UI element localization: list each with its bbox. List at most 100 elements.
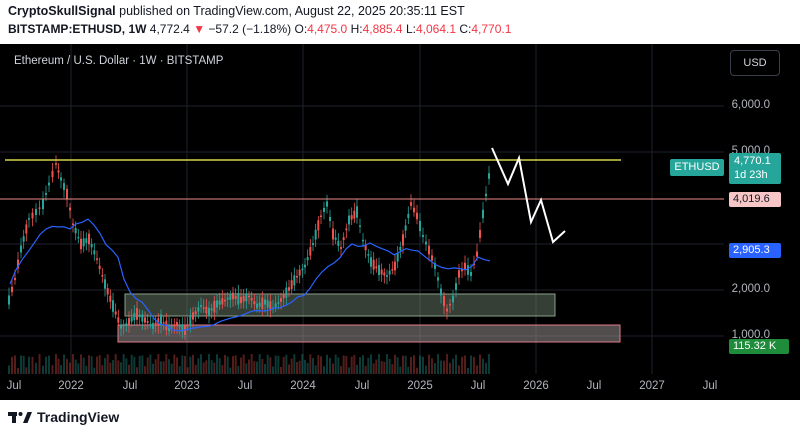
volume-bar <box>332 363 334 374</box>
volume-bar <box>399 366 402 374</box>
price-tick: 1,000.0 <box>731 329 770 341</box>
volume-bar <box>396 357 399 374</box>
published-text: published on TradingView.com, August 22,… <box>115 4 465 18</box>
volume-bar <box>342 355 345 374</box>
candle-body <box>359 225 361 227</box>
time-axis[interactable]: Jul 2022 Jul 2023 Jul 2024 Jul 2025 Jul … <box>0 374 800 400</box>
candle-body <box>120 325 122 329</box>
candle-body <box>428 245 430 255</box>
volume-bar <box>165 354 168 374</box>
down-arrow-icon: ▼ <box>193 22 206 36</box>
volume-bar <box>372 363 375 374</box>
candle-body <box>364 244 367 251</box>
candle-body <box>269 301 272 311</box>
volume-bar <box>253 361 256 374</box>
candle-body <box>176 322 178 326</box>
volume-bar <box>42 365 44 374</box>
volume-bar <box>218 358 221 374</box>
volume-bar <box>57 358 60 374</box>
volume-badge: 115.32 K <box>729 339 789 354</box>
volume-bar <box>192 354 194 374</box>
volume-bar <box>258 354 261 374</box>
candle-body <box>72 223 74 226</box>
volume-bar <box>326 354 328 374</box>
candle-body <box>342 237 345 241</box>
lower-support-zone[interactable] <box>117 324 621 343</box>
candle-body <box>340 247 342 249</box>
chart-panel[interactable]: Ethereum / U.S. Dollar · 1W · BITSTAMP U… <box>0 44 800 400</box>
volume-bar <box>340 366 342 374</box>
candle-body <box>154 322 157 326</box>
candle-body <box>218 300 221 305</box>
symbol-name: BITSTAMP:ETHUSD, 1W <box>8 22 147 36</box>
volume-bar <box>112 360 114 374</box>
candle-body <box>205 306 208 314</box>
volume-bar <box>141 355 144 374</box>
candle-body <box>443 295 445 307</box>
volume-bar <box>455 354 457 374</box>
candle-body <box>229 294 232 300</box>
time-tick: 2022 <box>58 380 84 392</box>
candle-body <box>221 298 224 305</box>
volume-bar <box>226 356 229 374</box>
time-tick: Jul <box>354 380 370 392</box>
volume-bar <box>69 362 71 374</box>
volume-bar <box>178 366 181 374</box>
candle-body <box>242 295 245 302</box>
volume-bar <box>8 365 10 374</box>
volume-bar <box>101 365 104 374</box>
currency-button[interactable]: USD <box>730 50 780 76</box>
tradingview-logo-icon <box>8 412 32 423</box>
candle-body <box>66 188 68 200</box>
candle-body <box>14 277 16 281</box>
volume-bar <box>152 363 154 374</box>
candle-body <box>104 279 106 289</box>
candle-body <box>20 245 22 253</box>
candle-body <box>11 286 13 293</box>
volume-bar <box>461 356 463 374</box>
candle-body <box>285 287 288 298</box>
volume-bar <box>202 362 205 374</box>
candle-body <box>332 228 334 240</box>
candle-body <box>261 297 264 309</box>
volume-bar <box>431 358 433 374</box>
volume-bar <box>277 355 280 374</box>
close-value: 4,770.1 <box>471 22 512 36</box>
volume-bar <box>404 355 407 374</box>
volume-bar <box>488 354 490 374</box>
volume-bar <box>31 356 34 374</box>
volume-bar <box>446 354 448 374</box>
low-value: 4,064.1 <box>415 22 457 36</box>
volume-bar <box>20 355 22 374</box>
price-chart[interactable] <box>0 44 800 400</box>
volume-bar <box>473 356 475 374</box>
candle-body <box>38 207 41 209</box>
volume-bar <box>248 359 250 374</box>
candle-body <box>264 299 266 305</box>
author-name[interactable]: CryptoSkullSignal <box>8 4 116 18</box>
projection-path[interactable] <box>491 147 566 244</box>
footer-branding[interactable]: TradingView <box>8 405 119 429</box>
volume-bar <box>109 362 112 374</box>
volume-bar <box>74 359 77 374</box>
volume-bar <box>17 367 19 374</box>
candle-body <box>192 312 194 320</box>
upper-support-zone[interactable] <box>124 293 556 317</box>
candle-body <box>431 255 433 261</box>
candle-body <box>326 201 328 207</box>
candle-body <box>28 218 30 220</box>
candle-body <box>470 271 472 277</box>
candle-body <box>452 295 454 303</box>
volume-bar <box>157 354 160 374</box>
time-tick: 2025 <box>407 380 433 392</box>
volume-bar <box>88 355 90 374</box>
volume-bar <box>388 358 391 374</box>
volume-bar <box>22 355 25 374</box>
volume-bar <box>35 362 37 374</box>
candle-body <box>25 224 28 234</box>
low-label: L: <box>405 22 416 36</box>
candle-body <box>208 307 210 317</box>
candle-body <box>461 268 463 272</box>
candle-body <box>419 220 421 232</box>
volume-bar <box>82 357 85 374</box>
